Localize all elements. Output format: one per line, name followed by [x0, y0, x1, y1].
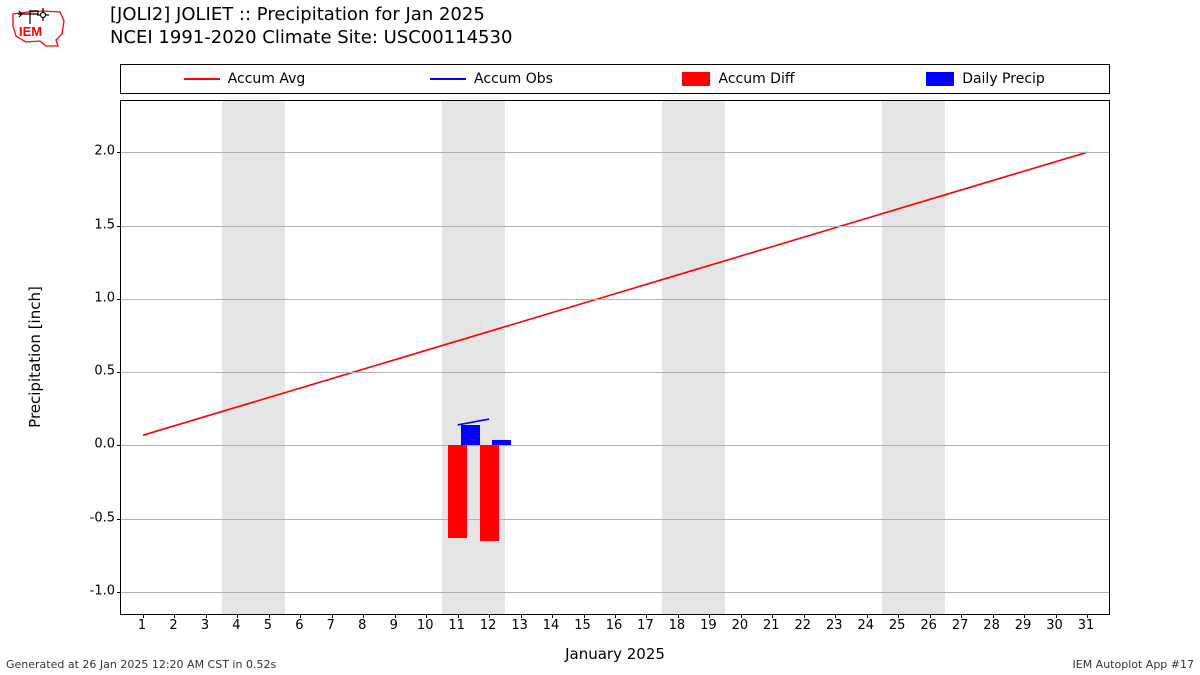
y-tick-label: -0.5 [90, 510, 115, 525]
title-line-2: NCEI 1991-2020 Climate Site: USC00114530 [110, 27, 512, 50]
bar [480, 445, 499, 540]
plot-area [120, 100, 1110, 615]
legend-swatch [926, 72, 954, 86]
x-tick-label: 9 [390, 618, 398, 633]
legend-swatch [682, 72, 710, 86]
svg-text:IEM: IEM [19, 24, 42, 39]
x-tick-label: 25 [889, 618, 906, 633]
y-tick-label: 1.5 [94, 217, 115, 232]
legend-item: Accum Avg [121, 71, 368, 87]
x-tick-label: 23 [826, 618, 843, 633]
x-tick-label: 11 [448, 618, 465, 633]
x-tick-label: 10 [417, 618, 434, 633]
x-tick-label: 24 [857, 618, 874, 633]
x-axis-label: January 2025 [565, 645, 665, 663]
gridline [121, 299, 1109, 300]
legend-item: Accum Obs [368, 71, 615, 87]
bar [492, 440, 511, 446]
x-tick-label: 1 [138, 618, 146, 633]
legend-item: Accum Diff [615, 71, 862, 87]
gridline [121, 152, 1109, 153]
x-tick-label: 20 [732, 618, 749, 633]
x-tick-label: 13 [511, 618, 528, 633]
title-line-1: [JOLI2] JOLIET :: Precipitation for Jan … [110, 4, 512, 27]
x-tick-label: 7 [327, 618, 335, 633]
x-tick-label: 4 [232, 618, 240, 633]
bar [448, 445, 467, 537]
iem-logo: IEM [8, 6, 68, 50]
y-tick [117, 445, 121, 446]
footer-generated: Generated at 26 Jan 2025 12:20 AM CST in… [6, 658, 276, 671]
y-tick-label: 0.5 [94, 364, 115, 379]
x-tick-label: 21 [763, 618, 780, 633]
y-tick-label: 0.0 [94, 437, 115, 452]
gridline [121, 372, 1109, 373]
footer-app: IEM Autoplot App #17 [1073, 658, 1195, 671]
x-tick-label: 15 [574, 618, 591, 633]
x-tick-label: 14 [543, 618, 560, 633]
x-tick-label: 2 [169, 618, 177, 633]
x-tick-label: 29 [1015, 618, 1032, 633]
x-tick-label: 19 [700, 618, 717, 633]
x-tick-label: 28 [983, 618, 1000, 633]
y-tick [117, 592, 121, 593]
y-tick [117, 299, 121, 300]
x-tick-label: 26 [920, 618, 937, 633]
y-axis-label: Precipitation [inch] [26, 286, 44, 428]
legend: Accum Avg Accum Obs Accum Diff Daily Precip [120, 64, 1110, 94]
legend-swatch [184, 78, 220, 80]
gridline [121, 592, 1109, 593]
gridline [121, 445, 1109, 446]
x-tick-label: 8 [358, 618, 366, 633]
y-tick [117, 519, 121, 520]
gridline [121, 226, 1109, 227]
legend-label: Daily Precip [962, 71, 1045, 87]
legend-label: Accum Obs [474, 71, 553, 87]
legend-item: Daily Precip [862, 71, 1109, 87]
x-tick-label: 17 [637, 618, 654, 633]
y-tick [117, 152, 121, 153]
x-tick-label: 6 [295, 618, 303, 633]
x-tick-label: 22 [795, 618, 812, 633]
y-tick [117, 226, 121, 227]
y-tick-label: -1.0 [90, 584, 115, 599]
series-line [143, 152, 1087, 435]
y-tick-label: 2.0 [94, 144, 115, 159]
legend-label: Accum Avg [228, 71, 306, 87]
x-tick-label: 5 [264, 618, 272, 633]
bar [461, 425, 480, 446]
x-tick-label: 31 [1078, 618, 1095, 633]
x-tick-label: 30 [1046, 618, 1063, 633]
x-tick-label: 12 [480, 618, 497, 633]
legend-label: Accum Diff [718, 71, 794, 87]
y-tick-label: 1.0 [94, 290, 115, 305]
legend-swatch [430, 78, 466, 80]
x-tick-label: 3 [201, 618, 209, 633]
y-tick [117, 372, 121, 373]
gridline [121, 519, 1109, 520]
x-tick-label: 27 [952, 618, 969, 633]
x-tick-label: 18 [669, 618, 686, 633]
chart-title: [JOLI2] JOLIET :: Precipitation for Jan … [110, 4, 512, 49]
x-tick-label: 16 [606, 618, 623, 633]
